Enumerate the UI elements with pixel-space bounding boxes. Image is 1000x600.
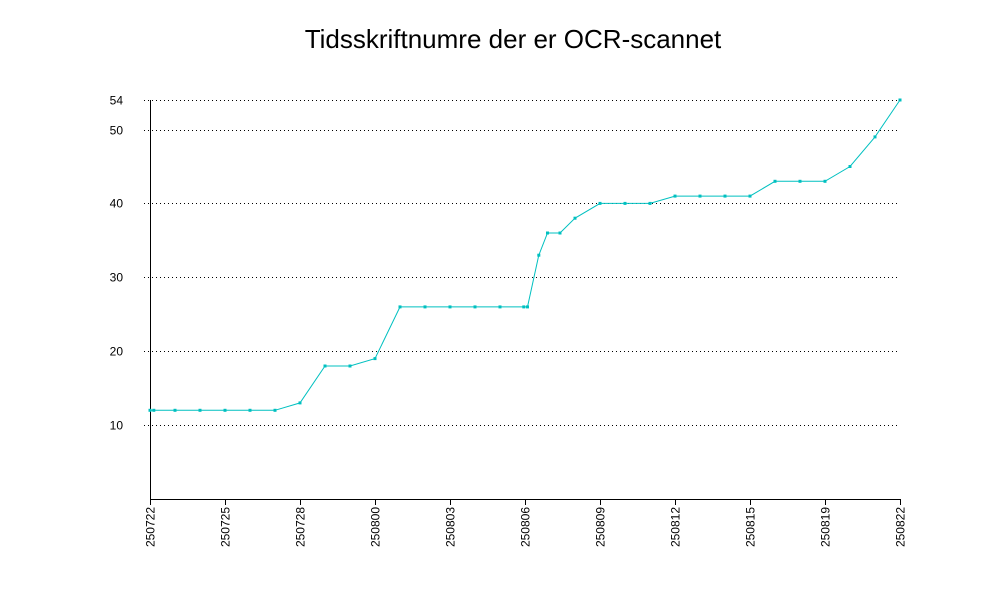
data-point (623, 201, 627, 205)
data-point (398, 305, 402, 309)
axes (150, 100, 901, 505)
data-point (537, 253, 541, 257)
data-point (526, 305, 529, 309)
data-point (558, 231, 562, 235)
data-point (698, 194, 702, 198)
data-point (673, 194, 677, 198)
data-point (598, 201, 602, 205)
data-point (748, 194, 752, 198)
y-tick-label: 10 (110, 419, 124, 433)
data-point (848, 165, 852, 168)
y-tick-labels: 10 20 30 40 50 54 (110, 94, 124, 433)
data-point (473, 305, 477, 309)
x-tick-label: 250722 (144, 507, 158, 547)
data-point (152, 408, 156, 412)
data-point (546, 231, 549, 235)
data-point (273, 408, 277, 412)
data-point (723, 194, 727, 198)
data-point (522, 305, 526, 309)
x-tick-label: 250819 (819, 507, 833, 547)
chart-title: Tidsskriftnumre der er OCR-scannet (304, 24, 722, 54)
x-tick-labels: 250722 250725 250728 250800 250803 250806 2508… (144, 507, 908, 547)
x-tick-label: 250822 (894, 507, 908, 547)
y-tick-label: 50 (110, 124, 124, 138)
y-tick-label: 30 (110, 271, 124, 285)
series-plot (148, 98, 902, 412)
x-tick-label: 250803 (444, 507, 458, 547)
data-point (873, 135, 877, 139)
x-tick-label: 250809 (594, 507, 608, 547)
data-point (573, 216, 577, 220)
x-tick-label: 250815 (744, 507, 758, 547)
data-point (248, 408, 252, 412)
data-point (898, 98, 902, 102)
data-point (373, 357, 377, 361)
data-point (448, 305, 452, 309)
data-point (498, 305, 502, 309)
data-point (173, 408, 177, 412)
x-tick-label: 250812 (669, 507, 683, 547)
data-point (798, 179, 802, 183)
data-point (298, 401, 302, 405)
data-point (648, 201, 652, 205)
data-point (198, 408, 202, 412)
series-line (150, 99, 901, 411)
data-point (223, 408, 227, 412)
data-point (348, 364, 352, 368)
data-point (323, 364, 327, 368)
x-tick-label: 250806 (519, 507, 533, 547)
x-tick-label: 250728 (294, 507, 308, 547)
data-point (823, 179, 827, 183)
y-tick-label: 54 (110, 94, 124, 108)
x-tick-label: 250725 (219, 507, 233, 547)
data-point (423, 305, 427, 309)
data-point (148, 408, 152, 412)
y-tick-label: 20 (110, 345, 124, 359)
data-point (773, 179, 777, 183)
y-tick-label: 40 (110, 197, 124, 211)
gridlines (144, 100, 900, 426)
x-tick-label: 250800 (369, 507, 383, 547)
